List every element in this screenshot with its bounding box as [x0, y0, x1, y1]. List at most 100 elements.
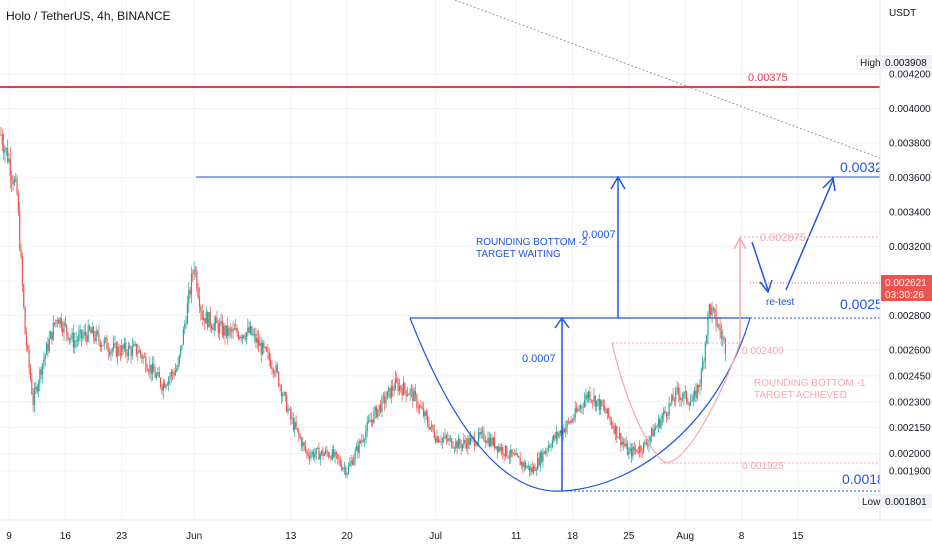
candle-body: [336, 452, 337, 454]
candle-body: [151, 365, 152, 374]
time-tick-label: 9: [6, 531, 12, 542]
time-tick-label: 13: [285, 531, 297, 542]
candle-body: [98, 333, 99, 341]
candle-body: [59, 318, 60, 324]
candle-body: [351, 461, 352, 464]
candle-body: [113, 344, 114, 349]
symbol-title[interactable]: Holo / TetherUS, 4h, BINANCE: [6, 9, 171, 23]
candle-body: [494, 438, 495, 448]
candle-body: [436, 436, 437, 442]
candle-body: [667, 415, 668, 416]
candle-body: [385, 399, 386, 403]
candle-body: [593, 396, 594, 401]
candle-body: [104, 339, 105, 345]
pattern-2-title: ROUNDING BOTTOM -2: [476, 237, 588, 248]
candle-body: [383, 396, 384, 397]
candle-body: [143, 357, 144, 359]
candle-body: [363, 440, 364, 441]
candle-body: [359, 441, 360, 453]
candle-body: [55, 320, 56, 324]
time-tick-label: 20: [342, 531, 354, 542]
peak-label: 0.002875: [760, 232, 806, 244]
candle-body: [289, 409, 290, 410]
candle-body: [249, 327, 250, 333]
time-tick-label: 23: [116, 531, 128, 542]
candle-body: [681, 398, 682, 400]
candle-body: [199, 297, 200, 307]
candle-body: [322, 450, 323, 456]
candle-body: [234, 329, 235, 330]
candle-body: [200, 307, 201, 311]
candle-body: [325, 450, 326, 453]
candle-body: [517, 454, 518, 457]
candle-body: [214, 323, 215, 330]
candle-body: [381, 397, 382, 412]
candle-body: [128, 346, 129, 356]
candle-body: [85, 332, 86, 336]
price-tick-label: 0.002450: [889, 371, 931, 382]
candle-body: [50, 332, 51, 339]
bottom-1-label: 0.001925: [742, 461, 784, 472]
candle-body: [332, 449, 333, 459]
candle-body: [117, 346, 118, 356]
candle-body: [31, 379, 32, 394]
candle-body: [86, 336, 87, 342]
move-size-lower-label: 0.0007: [522, 353, 556, 365]
candle-body: [683, 393, 684, 398]
candle-body: [689, 404, 690, 406]
candle-body: [145, 357, 146, 369]
candle-body: [47, 344, 48, 351]
candle-body: [420, 406, 421, 408]
candle-body: [228, 329, 229, 336]
retest-price-label: 0.0025: [840, 296, 883, 312]
candle-body: [38, 383, 39, 391]
candle-body: [505, 446, 506, 456]
candle-body: [139, 350, 140, 352]
candle-body: [620, 433, 621, 445]
candle-body: [108, 350, 109, 352]
candle-body: [595, 396, 596, 407]
candle-body: [580, 406, 581, 409]
candle-body: [39, 369, 40, 382]
candle-body: [3, 145, 4, 153]
price-tick-label: 0.002600: [889, 346, 931, 357]
candle-body: [231, 329, 232, 331]
candle-body: [70, 338, 71, 339]
candle-body: [211, 326, 212, 329]
candle-body: [567, 421, 568, 427]
time-tick-label: 16: [60, 531, 72, 542]
candle-body: [466, 443, 467, 448]
candle-body: [581, 406, 582, 407]
candle-body: [457, 441, 458, 448]
candle-body: [550, 447, 551, 448]
candle-body: [180, 346, 181, 355]
candle-body: [291, 418, 292, 419]
candle-body: [487, 438, 488, 443]
candle-body: [615, 426, 616, 434]
candle-body: [450, 438, 451, 439]
candle-body: [236, 328, 237, 333]
candle-body: [114, 343, 115, 344]
candle-body: [247, 327, 248, 332]
candle-body: [49, 339, 50, 351]
candle-body: [309, 456, 310, 458]
candle-body: [312, 452, 313, 455]
candle-body: [147, 369, 148, 371]
candle-body: [203, 318, 204, 320]
candle-body: [254, 334, 255, 335]
candle-body: [392, 386, 393, 390]
candle-body: [29, 349, 30, 368]
candle-body: [63, 322, 64, 332]
candle-body: [725, 340, 726, 354]
candle-body: [317, 448, 318, 449]
candle-body: [685, 391, 686, 393]
candle-body: [250, 326, 251, 333]
candle-body: [403, 383, 404, 395]
candle-body: [399, 386, 400, 391]
candle-body: [470, 438, 471, 445]
candle-body: [467, 438, 468, 448]
candle-body: [430, 427, 431, 429]
candle-body: [439, 442, 440, 443]
candle-body: [619, 433, 620, 437]
